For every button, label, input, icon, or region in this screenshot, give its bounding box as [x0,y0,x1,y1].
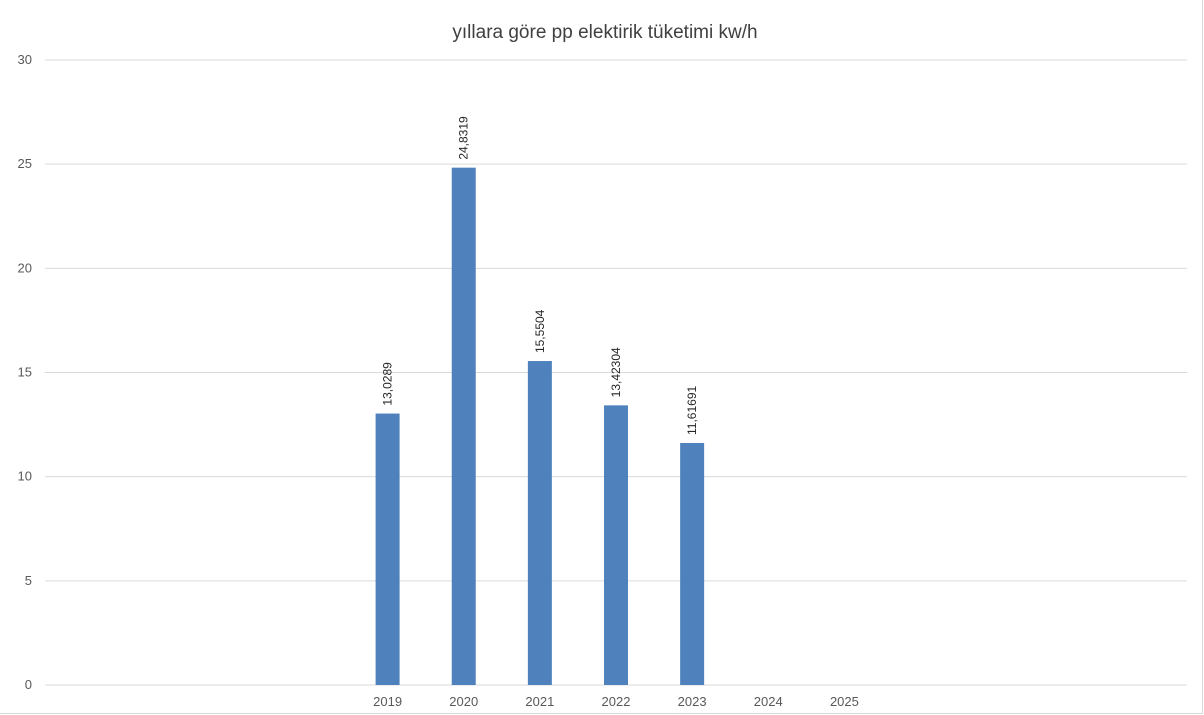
y-axis-ticks: 0 5 10 15 20 25 30 [18,52,32,692]
data-label: 13,0289 [381,362,395,406]
y-tick-label: 15 [18,365,32,380]
y-tick-label: 5 [25,573,32,588]
y-tick-label: 25 [18,156,32,171]
y-tick-label: 30 [18,52,32,67]
data-label: 13,42304 [609,347,623,397]
bar [451,167,476,685]
y-tick-label: 10 [18,469,32,484]
x-tick-label: 2020 [449,694,478,709]
x-tick-label: 2022 [602,694,631,709]
x-tick-label: 2025 [830,694,859,709]
y-tick-label: 20 [18,260,32,275]
chart-title: yıllara göre pp elektirik tüketimi kw/h [452,22,757,43]
bar [527,361,552,685]
bars [375,167,705,685]
x-tick-label: 2019 [373,694,402,709]
x-tick-label: 2023 [678,694,707,709]
bar [604,405,628,685]
x-tick-label: 2024 [754,694,783,709]
data-label: 15,5504 [533,309,547,353]
data-label: 24,8319 [457,116,471,160]
y-tick-label: 0 [25,677,32,692]
bar [375,413,400,685]
bar [680,442,705,685]
x-tick-label: 2021 [525,694,554,709]
data-labels: 13,0289 24,8319 15,5504 13,42304 11,61691 [381,116,700,435]
x-axis-ticks: 2019 2020 2021 2022 2023 2024 2025 [373,694,859,709]
data-label: 11,61691 [685,385,699,434]
